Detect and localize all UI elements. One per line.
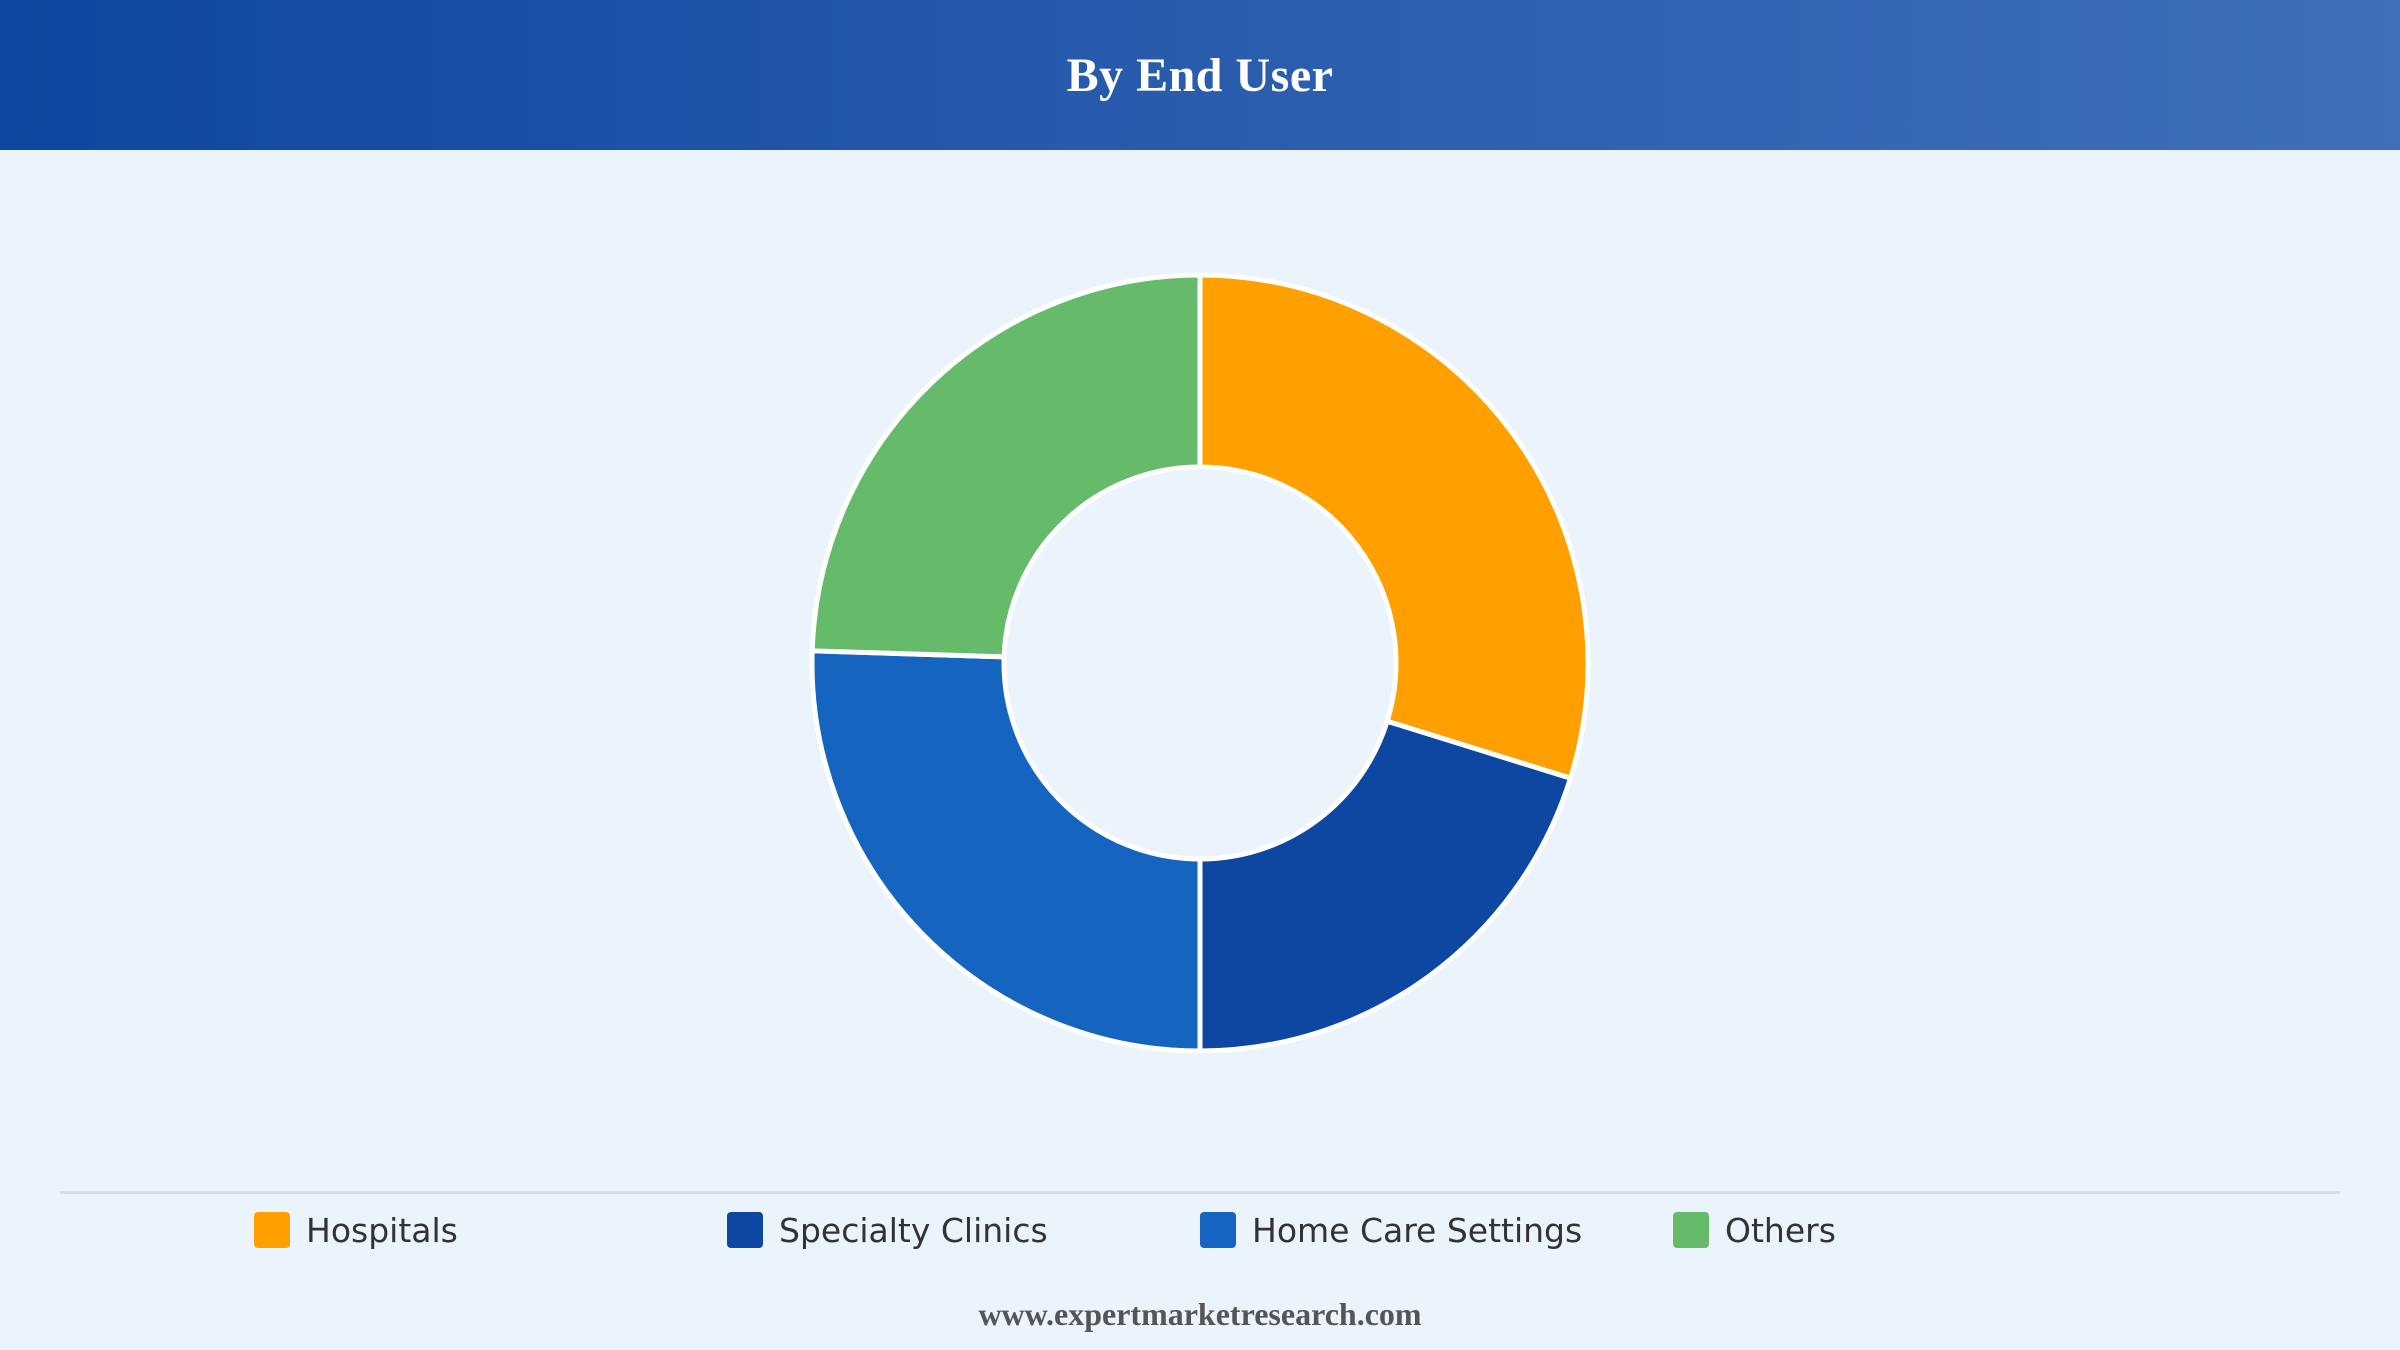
legend-label-hospitals: Hospitals bbox=[306, 1210, 458, 1250]
donut-chart bbox=[809, 272, 1591, 1054]
legend-divider bbox=[60, 1191, 2340, 1194]
legend-label-specialty-clinics: Specialty Clinics bbox=[779, 1210, 1048, 1250]
legend-item-specialty-clinics[interactable]: Specialty Clinics bbox=[727, 1208, 1048, 1252]
header-banner: By End User bbox=[0, 0, 2400, 150]
chart-title: By End User bbox=[1066, 48, 1334, 102]
source-footer: www.expertmarketresearch.com bbox=[978, 1296, 1422, 1332]
legend-item-others[interactable]: Others bbox=[1673, 1208, 1836, 1252]
legend-swatch-specialty-clinics bbox=[727, 1212, 763, 1248]
donut-slice-others[interactable] bbox=[809, 272, 1203, 660]
legend-swatch-hospitals bbox=[254, 1212, 290, 1248]
donut-slice-hospitals[interactable] bbox=[1197, 272, 1591, 781]
donut-slice-home-care-settings[interactable] bbox=[809, 648, 1203, 1054]
legend-swatch-others bbox=[1673, 1212, 1709, 1248]
chart-area bbox=[0, 150, 2400, 1190]
legend: Hospitals Specialty Clinics Home Care Se… bbox=[0, 1208, 2400, 1258]
legend-item-hospitals[interactable]: Hospitals bbox=[254, 1208, 458, 1252]
legend-label-others: Others bbox=[1725, 1210, 1836, 1250]
legend-item-home-care-settings[interactable]: Home Care Settings bbox=[1200, 1208, 1582, 1252]
legend-label-home-care-settings: Home Care Settings bbox=[1252, 1210, 1583, 1250]
donut-slice-specialty-clinics[interactable] bbox=[1197, 718, 1573, 1054]
legend-swatch-home-care-settings bbox=[1200, 1212, 1236, 1248]
